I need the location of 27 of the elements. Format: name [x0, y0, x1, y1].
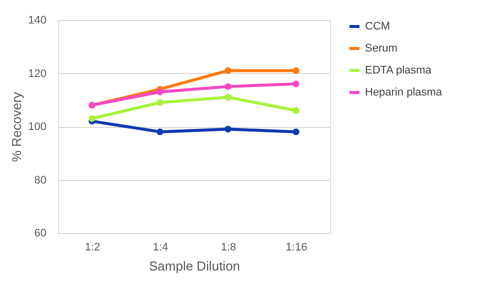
point — [224, 126, 232, 133]
point — [156, 99, 164, 106]
y-tick-label: 100 — [28, 121, 46, 133]
x-tick-label: 1:16 — [286, 242, 308, 254]
point — [224, 83, 232, 90]
x-tick-label: 1:2 — [84, 242, 100, 254]
point — [292, 128, 300, 136]
y-tick-label: 80 — [34, 174, 46, 186]
x-axis-title: Sample Dilution — [148, 258, 240, 274]
point — [156, 88, 164, 96]
point — [292, 107, 300, 114]
x-tick-label: 1:4 — [152, 242, 168, 254]
point — [88, 115, 96, 122]
point — [292, 80, 300, 88]
legend-label: Heparin plasma — [365, 86, 443, 98]
y-tick-label: 140 — [28, 14, 46, 26]
point — [156, 128, 164, 136]
x-tick-label: 1:8 — [220, 242, 236, 254]
legend-label: Serum — [365, 42, 398, 54]
point — [292, 67, 300, 74]
point — [224, 67, 232, 74]
y-axis-title: % Recovery — [9, 91, 24, 162]
legend-label: EDTA plasma — [365, 64, 432, 76]
legend-label: CCM — [365, 20, 390, 32]
y-tick-label: 60 — [34, 228, 46, 240]
y-tick-label: 120 — [28, 68, 46, 80]
point — [224, 94, 232, 101]
